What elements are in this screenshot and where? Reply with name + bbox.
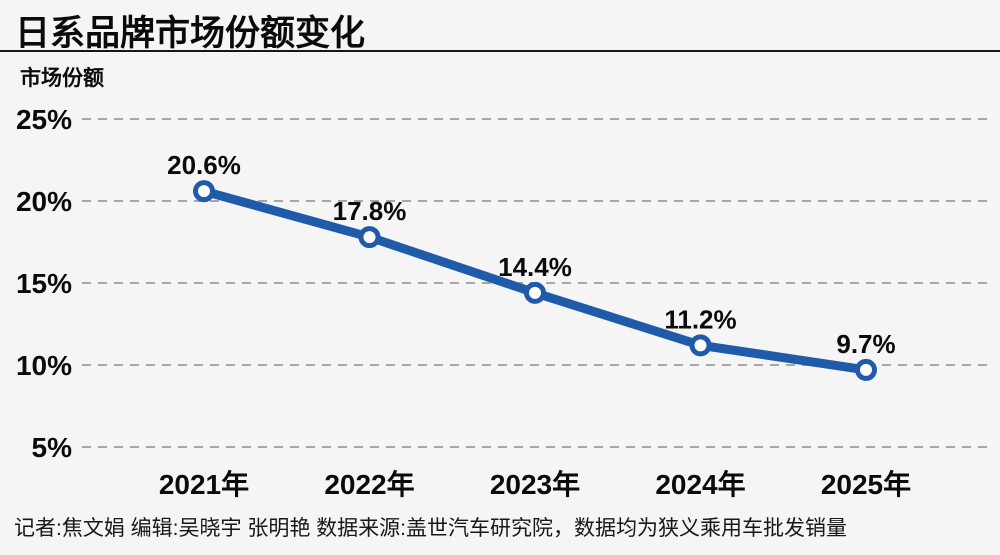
y-tick-label: 10% [16, 350, 72, 381]
x-tick-label: 2021年 [159, 468, 249, 500]
data-point-marker [524, 281, 546, 304]
data-point-label: 9.7% [836, 329, 895, 359]
title-divider [0, 50, 1000, 52]
data-point-marker [358, 226, 381, 249]
data-point-label: 14.4% [498, 252, 572, 282]
y-tick-label: 15% [16, 268, 72, 299]
y-tick-label: 20% [16, 186, 72, 217]
x-tick-label: 2024年 [655, 468, 745, 500]
x-tick-label: 2025年 [821, 468, 911, 500]
data-point-marker [855, 358, 877, 381]
x-tick-label: 2022年 [324, 468, 414, 500]
data-point-label: 11.2% [664, 304, 736, 334]
page-title: 日系品牌市场份额变化 [15, 14, 366, 53]
credits-footer: 记者:焦文娟 编辑:吴晓宇 张明艳 数据来源:盖世汽车研究院，数据均为狭义乘用车… [14, 517, 848, 540]
x-tick-label: 2023年 [490, 468, 580, 500]
data-point-marker [689, 334, 712, 357]
data-point-label: 17.8% [333, 196, 407, 226]
data-point-label: 20.6% [167, 150, 241, 180]
data-point-marker [193, 180, 215, 203]
y-tick-label: 5% [32, 432, 73, 463]
y-axis-title: 市场份额 [20, 67, 104, 90]
y-tick-label: 25% [16, 104, 72, 135]
